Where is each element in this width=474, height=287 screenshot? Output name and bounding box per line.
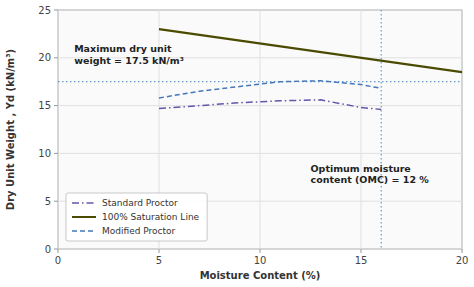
annotation: Maximum dry unitweight = 17.5 kN/m³ <box>74 43 184 65</box>
x-axis-label: Moisture Content (%) <box>200 270 321 281</box>
y-tick <box>54 201 58 202</box>
y-tick-label: 5 <box>45 196 51 207</box>
legend-label: Modified Proctor <box>102 226 176 236</box>
reference-vline <box>381 10 382 249</box>
legend-label: Standard Proctor <box>102 198 178 208</box>
y-tick-label: 0 <box>45 244 51 255</box>
data-area <box>58 10 462 249</box>
grid <box>58 10 462 249</box>
legend-box <box>66 193 207 241</box>
x-tick <box>361 249 362 253</box>
y-tick <box>54 10 58 11</box>
x-tick <box>462 249 463 253</box>
x-tick <box>260 249 261 253</box>
x-tick <box>159 249 160 253</box>
x-tick-label: 0 <box>55 255 61 266</box>
x-grid-line <box>260 10 261 249</box>
x-grid-line <box>361 10 362 249</box>
y-tick <box>54 249 58 250</box>
y-tick-label: 25 <box>38 5 51 16</box>
reference-hline <box>58 81 462 82</box>
y-tick-label: 15 <box>38 100 51 111</box>
legend-label: 100% Saturation Line <box>102 212 200 222</box>
x-tick <box>58 249 59 253</box>
y-tick-label: 10 <box>38 148 51 159</box>
chart: 0 5 10 15 20 0 5 10 15 20 25 Maximum dry unitweight… <box>0 0 474 287</box>
series-line <box>159 29 462 72</box>
x-grid-line <box>58 10 59 249</box>
y-grid-line <box>58 105 462 106</box>
x-tick-label: 20 <box>456 255 469 266</box>
y-tick <box>54 153 58 154</box>
y-grid-line <box>58 10 462 11</box>
y-axis-label: Dry Unit Weight , Yd (kN/m³) <box>5 49 16 210</box>
x-grid-line <box>462 10 463 249</box>
y-tick-label: 20 <box>38 52 51 63</box>
legend-swatch <box>72 216 96 218</box>
plot-area <box>58 10 462 249</box>
x-tick-label: 5 <box>156 255 162 266</box>
x-tick-label: 15 <box>355 255 368 266</box>
legend: Standard Proctor 100% Saturation Line Modi… <box>66 193 207 241</box>
x-tick-label: 10 <box>254 255 267 266</box>
series-line <box>159 81 381 98</box>
y-tick <box>54 105 58 106</box>
legend-swatch <box>72 202 96 204</box>
series-line <box>159 100 381 110</box>
y-tick <box>54 57 58 58</box>
y-grid-line <box>58 153 462 154</box>
legend-swatch <box>72 230 96 232</box>
annotation: Optimum moisturecontent (OMC) = 12 % <box>311 163 430 185</box>
